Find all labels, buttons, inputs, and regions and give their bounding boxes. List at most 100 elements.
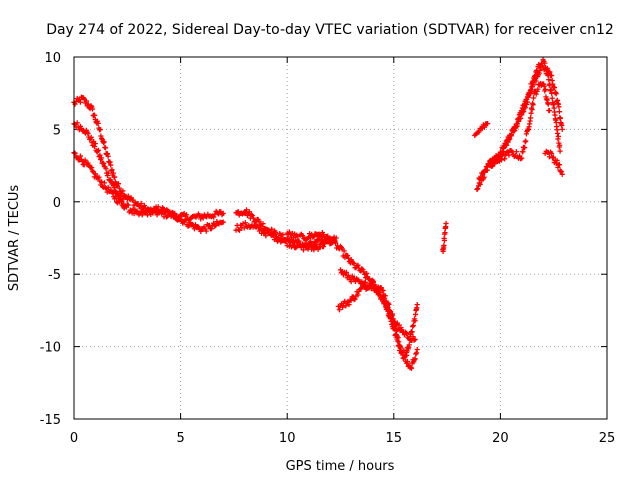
data-point: [352, 296, 358, 302]
data-point: [364, 270, 370, 277]
data-point: [345, 253, 351, 259]
x-tick-label: 15: [386, 431, 403, 446]
data-point: [89, 106, 96, 112]
data-point: [369, 282, 376, 288]
data-point: [522, 105, 528, 111]
data-point: [546, 107, 553, 114]
data-point: [104, 173, 111, 179]
data-point: [441, 242, 447, 248]
data-point: [322, 237, 329, 243]
data-point: [336, 307, 343, 313]
data-point: [404, 358, 411, 365]
data-point: [361, 269, 367, 275]
data-point: [412, 318, 418, 324]
data-point: [97, 152, 103, 158]
data-point: [510, 128, 516, 134]
data-point: [351, 260, 357, 267]
data-point: [256, 218, 262, 224]
series-track-h: [335, 279, 420, 371]
data-point: [530, 95, 537, 101]
data-point: [272, 231, 279, 237]
data-point: [537, 67, 543, 74]
data-point: [98, 155, 105, 161]
data-point: [541, 83, 547, 89]
data-point: [390, 316, 396, 322]
data-point: [558, 169, 565, 175]
data-point: [355, 262, 361, 268]
data-point: [117, 192, 123, 198]
data-point: [101, 139, 107, 145]
data-point: [513, 149, 519, 155]
data-point: [320, 243, 327, 250]
grid: [74, 57, 607, 419]
data-point: [553, 91, 559, 97]
data-point: [146, 206, 152, 212]
data-point: [525, 94, 531, 100]
series-track-j: [440, 220, 449, 254]
data-point: [320, 231, 327, 238]
data-point: [326, 236, 332, 242]
chart-title: Day 274 of 2022, Sidereal Day-to-day VTE…: [46, 22, 614, 38]
data-point: [77, 99, 83, 105]
data-point: [141, 202, 147, 209]
data-point: [185, 223, 191, 229]
data-point: [547, 69, 553, 75]
data-point: [504, 138, 510, 144]
data-point: [122, 203, 128, 209]
series-track-l: [474, 61, 563, 192]
data-point: [183, 216, 189, 223]
data-point: [378, 285, 384, 291]
data-point: [220, 210, 226, 216]
data-point: [359, 266, 365, 272]
data-point: [99, 179, 105, 185]
data-point: [120, 196, 126, 202]
data-point: [138, 200, 144, 207]
data-point: [85, 101, 91, 107]
data-point: [406, 342, 412, 348]
data-point: [556, 161, 562, 168]
data-point: [246, 209, 253, 215]
data-point: [125, 202, 131, 208]
data-point: [443, 220, 449, 227]
data-point: [92, 171, 98, 177]
data-point: [95, 147, 101, 153]
data-point: [523, 138, 529, 144]
data-point: [386, 301, 392, 307]
data-point: [91, 143, 98, 149]
y-tick-label: -15: [40, 413, 61, 428]
y-tick-label: 5: [53, 123, 61, 138]
data-point: [410, 333, 416, 340]
data-point: [115, 181, 122, 187]
data-point: [327, 235, 333, 241]
data-point: [110, 170, 116, 176]
data-point: [539, 63, 545, 69]
data-point: [100, 140, 107, 146]
data-point: [110, 190, 116, 196]
data-point: [530, 102, 536, 108]
data-point: [105, 170, 111, 176]
data-point: [533, 78, 539, 84]
data-point: [72, 101, 78, 107]
data-point: [150, 209, 156, 215]
data-point: [556, 109, 562, 115]
data-point: [160, 206, 167, 212]
data-point: [155, 204, 161, 210]
data-point: [481, 124, 488, 130]
data-point: [528, 110, 534, 116]
data-point: [113, 193, 119, 200]
data-point: [103, 166, 109, 172]
series-track-o: [542, 148, 565, 177]
data-point: [79, 158, 85, 165]
data-point: [170, 210, 176, 216]
data-point: [475, 186, 481, 192]
data-point: [524, 99, 531, 105]
data-point: [554, 157, 560, 164]
data-point: [546, 70, 552, 76]
data-point: [366, 276, 372, 282]
data-point: [343, 269, 349, 275]
data-point: [299, 233, 306, 239]
data-point: [104, 151, 111, 157]
y-tick-label: 0: [53, 196, 61, 211]
data-point: [413, 351, 419, 357]
data-point: [414, 346, 420, 353]
